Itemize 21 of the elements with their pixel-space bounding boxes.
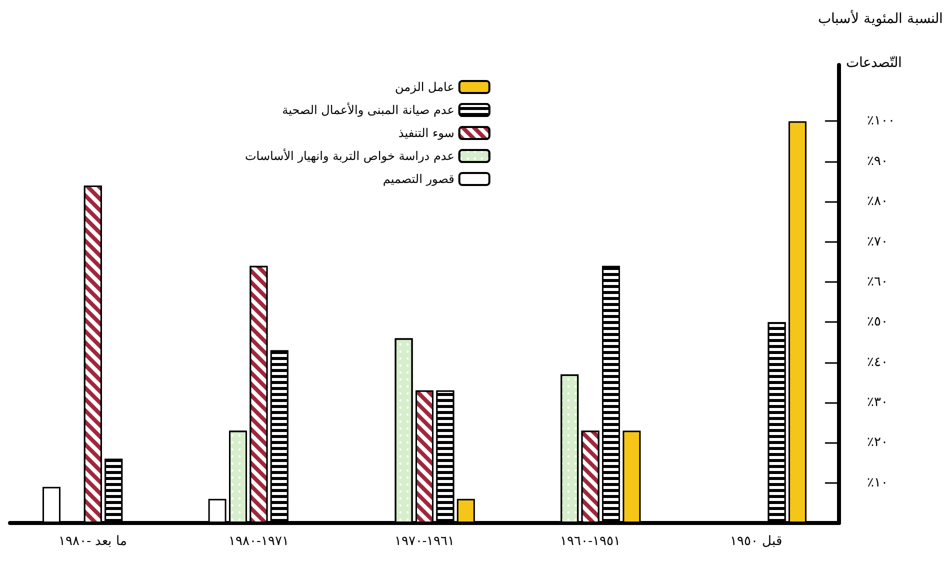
y-tick-label: ٪٧٠ [867, 234, 888, 250]
legend-label: عامل الزمن [395, 80, 454, 94]
y-tick-label: ٪٣٠ [867, 394, 888, 410]
legend-label: قصور التصميم [382, 172, 454, 186]
legend-label: عدم دراسة خواص التربة وانهيار الأساسات [244, 148, 454, 163]
legend-label: عدم صيانة المبنى والأعمال الصحية [282, 102, 454, 117]
x-tick-label: قبل ١٩٥٠ [730, 534, 782, 549]
y-tick-label: ٪٢٠ [867, 435, 888, 450]
x-tick-label: ١٩٦١-١٩٧٠ [394, 534, 455, 549]
x-tick-label: ١٩٧١-١٩٨٠ [228, 534, 289, 549]
x-tick-label: ١٩٥١-١٩٦٠ [560, 534, 621, 549]
y-tick-label: ٪١٠ [867, 475, 888, 490]
y-tick-label: ٪١٠٠ [867, 114, 895, 129]
y-tick-label: ٪٤٠ [867, 354, 888, 370]
text: النسبة المئوية لأسباب التّصدعات [818, 11, 944, 71]
legend-label: سوء التنفيذ [398, 126, 454, 140]
y-tick-label: ٪٦٠ [867, 274, 888, 290]
y-tick-label: ٪٩٠ [867, 154, 888, 169]
x-tick-label: ما بعد -١٩٨٠ [58, 534, 128, 549]
y-tick-label: ٪٨٠ [867, 194, 888, 210]
y-tick-label: ٪٥٠ [867, 314, 888, 330]
